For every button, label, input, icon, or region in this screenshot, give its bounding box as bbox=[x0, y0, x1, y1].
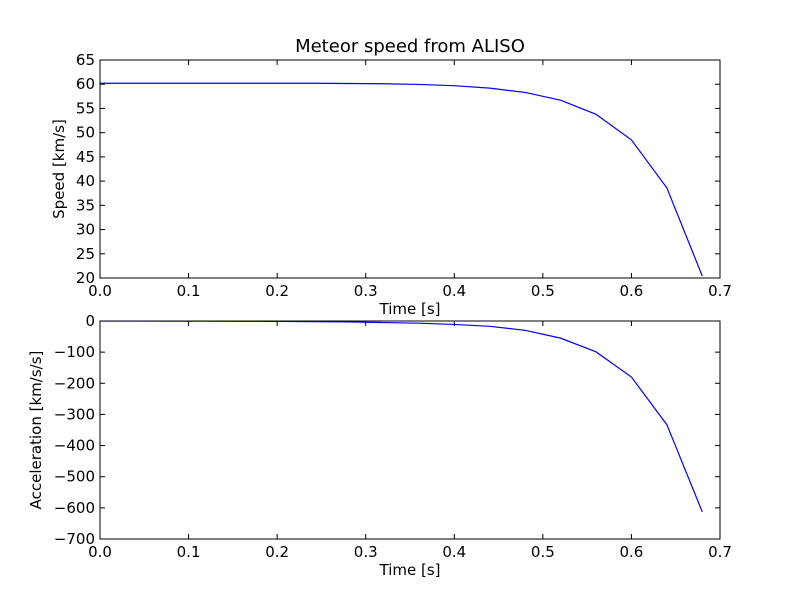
acceleration-y-axis-label: Acceleration [km/s/s] bbox=[27, 351, 45, 510]
acceleration-x-tick-label: 0.7 bbox=[708, 543, 732, 561]
acceleration-plot: 0.0 0.1 0.2 0.3 0.4 0.5 0.6 0.7 0 −100 −200 −300 −40… bbox=[27, 312, 732, 579]
acceleration-plot-area bbox=[100, 321, 720, 539]
speed-y-tick-label: 40 bbox=[76, 172, 95, 190]
speed-chart-title: Meteor speed from ALISO bbox=[295, 36, 525, 57]
speed-y-axis-label: Speed [km/s] bbox=[50, 119, 68, 219]
acceleration-x-tick-label: 0.5 bbox=[531, 543, 555, 561]
speed-x-tick-label: 0.4 bbox=[442, 282, 466, 300]
acceleration-y-tick-label: −300 bbox=[54, 405, 95, 423]
acceleration-y-tick-label: −600 bbox=[54, 499, 95, 517]
acceleration-x-tick-label: 0.1 bbox=[177, 543, 201, 561]
speed-x-axis-label: Time [s] bbox=[379, 300, 441, 318]
acceleration-y-tick-label: −100 bbox=[54, 343, 95, 361]
speed-plot-area bbox=[100, 60, 720, 278]
speed-x-tick-label: 0.0 bbox=[88, 282, 112, 300]
acceleration-x-tick-label: 0.3 bbox=[354, 543, 378, 561]
speed-y-tick-label: 60 bbox=[76, 75, 95, 93]
speed-x-tick-label: 0.5 bbox=[531, 282, 555, 300]
speed-y-tick-label: 20 bbox=[76, 269, 95, 287]
acceleration-x-axis-label: Time [s] bbox=[379, 561, 441, 579]
speed-axes-frame bbox=[99, 59, 721, 279]
speed-x-tick-label: 0.3 bbox=[354, 282, 378, 300]
acceleration-x-tick-label: 0.4 bbox=[442, 543, 466, 561]
acceleration-axes-frame bbox=[99, 320, 721, 540]
speed-x-tick-label: 0.2 bbox=[265, 282, 289, 300]
speed-y-tick-label: 50 bbox=[76, 124, 95, 142]
speed-y-tick-label: 30 bbox=[76, 221, 95, 239]
acceleration-x-tick-label: 0.0 bbox=[88, 543, 112, 561]
acceleration-x-tick-label: 0.6 bbox=[619, 543, 643, 561]
acceleration-y-tick-label: −400 bbox=[54, 437, 95, 455]
speed-series-line bbox=[100, 82, 703, 277]
acceleration-y-tick-label: −700 bbox=[54, 530, 95, 548]
speed-x-tick-label: 0.7 bbox=[708, 282, 732, 300]
speed-y-tick-label: 45 bbox=[76, 148, 95, 166]
speed-y-tick-label: 35 bbox=[76, 196, 95, 214]
acceleration-y-tick-label: 0 bbox=[85, 312, 95, 330]
speed-y-tick-label: 65 bbox=[76, 51, 95, 69]
speed-x-tick-label: 0.6 bbox=[619, 282, 643, 300]
speed-plot: 0.0 0.1 0.2 0.3 0.4 0.5 0.6 0.7 20 25 30 35 40 45 50 55… bbox=[50, 36, 732, 318]
speed-y-tick-label: 55 bbox=[76, 99, 95, 117]
acceleration-y-tick-label: −200 bbox=[54, 374, 95, 392]
acceleration-x-tick-label: 0.2 bbox=[265, 543, 289, 561]
speed-x-tick-label: 0.1 bbox=[177, 282, 201, 300]
speed-y-tick-label: 25 bbox=[76, 245, 95, 263]
acceleration-y-tick-label: −500 bbox=[54, 468, 95, 486]
